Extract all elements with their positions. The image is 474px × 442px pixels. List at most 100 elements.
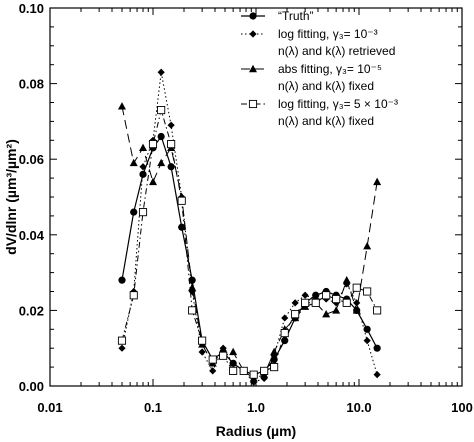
data-point — [249, 370, 258, 379]
x-tick-label: 0.01 — [37, 400, 62, 415]
data-point — [167, 163, 175, 171]
data-point — [270, 352, 278, 360]
data-point — [352, 283, 361, 292]
data-point — [342, 298, 351, 307]
data-point — [157, 132, 165, 141]
legend-label: “Truth” — [278, 9, 314, 23]
legend-entry-3: abs fitting, γ₃= 10⁻⁵ n(λ) and k(λ) fixed — [241, 62, 382, 93]
data-point — [198, 348, 206, 356]
data-point — [352, 306, 361, 314]
data-point — [188, 306, 197, 315]
data-point — [239, 366, 248, 375]
series-line — [121, 135, 378, 376]
y-tick-label: 0.08 — [19, 77, 44, 92]
data-point — [157, 158, 166, 167]
data-point — [219, 344, 227, 352]
data-point — [270, 347, 279, 356]
data-point — [167, 121, 175, 129]
chart-legend: “Truth” log fitting, γ₃= 10⁻³ n(λ) and k(λ… — [241, 9, 398, 128]
data-point — [229, 347, 238, 356]
data-point — [280, 329, 289, 338]
data-point — [157, 68, 165, 76]
data-point — [149, 177, 157, 186]
data-point — [342, 275, 351, 284]
data-point — [281, 314, 289, 322]
x-tick-label: 10.0 — [346, 400, 371, 415]
data-point — [177, 196, 186, 205]
plot-frame — [49, 7, 463, 387]
data-point — [139, 163, 147, 171]
data-point — [208, 355, 217, 364]
data-point — [130, 208, 138, 216]
series-3 — [117, 102, 382, 382]
data-point — [118, 276, 126, 284]
legend-entry-4: log fitting, γ₃= 5 × 10⁻³ n(λ) and k(λ) f… — [241, 97, 398, 128]
y-tick-label: 0.02 — [19, 303, 44, 318]
data-point — [178, 223, 186, 231]
legend-entry-1: “Truth” — [241, 9, 314, 23]
legend-marker — [249, 12, 257, 20]
data-point — [229, 359, 237, 367]
data-point — [301, 291, 309, 299]
y-tick-label: 0.10 — [19, 1, 44, 16]
chart-series — [117, 68, 382, 386]
x-axis-label: Radius (µm) — [216, 423, 296, 439]
legend-marker — [249, 64, 257, 73]
data-point — [270, 363, 279, 372]
legend-label: log fitting, γ₃= 5 × 10⁻³ — [278, 97, 398, 111]
data-point — [117, 336, 127, 345]
data-point — [167, 140, 176, 149]
x-tick-label: 100 — [451, 400, 473, 415]
data-point — [139, 170, 147, 178]
data-point — [291, 299, 299, 307]
data-point — [188, 276, 196, 284]
data-point — [198, 336, 207, 345]
series-4 — [117, 106, 382, 379]
legend-label: log fitting, γ₃= 10⁻³ — [278, 27, 378, 41]
x-tick-label: 0.1 — [144, 400, 162, 415]
data-point — [118, 344, 126, 352]
legend-label: abs fitting, γ₃= 10⁻⁵ — [278, 62, 382, 76]
legend-marker — [249, 30, 257, 38]
data-point — [129, 291, 138, 300]
legend-label: n(λ) and k(λ) retrieved — [278, 44, 395, 58]
data-point — [373, 344, 381, 352]
data-point — [301, 298, 310, 307]
y-axis-label: dV/dlnr (µm³/µm²) — [3, 139, 19, 255]
data-point — [353, 299, 361, 307]
data-point — [219, 351, 228, 360]
series-line — [121, 72, 378, 383]
data-point — [260, 366, 269, 375]
data-point — [229, 366, 238, 375]
data-point — [373, 306, 382, 315]
y-tick-label: 0.04 — [19, 228, 45, 243]
data-point — [312, 291, 320, 299]
legend-label: n(λ) and k(λ) fixed — [278, 79, 374, 93]
data-point — [291, 310, 300, 319]
series-1 — [118, 132, 381, 379]
series-line — [121, 108, 378, 376]
data-point — [363, 241, 372, 250]
data-point — [148, 140, 158, 149]
data-point — [188, 283, 197, 291]
data-point — [332, 306, 341, 314]
axis-ticks: 0.01 0.1 1.0 10.0 100 0.00 0.02 0.04 0.06 0.08 0.1… — [19, 1, 473, 415]
data-point — [373, 177, 382, 186]
legend-entry-2: log fitting, γ₃= 10⁻³ n(λ) and k(λ) retri… — [241, 27, 395, 58]
data-point — [363, 325, 371, 333]
data-point — [363, 287, 372, 296]
data-point — [129, 158, 138, 167]
data-point — [322, 291, 331, 300]
data-point — [363, 337, 371, 345]
x-tick-label: 1.0 — [247, 400, 265, 415]
y-tick-label: 0.00 — [19, 379, 44, 394]
data-point — [281, 337, 289, 345]
data-point — [322, 309, 331, 318]
data-point — [311, 298, 320, 307]
legend-label: n(λ) and k(λ) fixed — [278, 114, 374, 128]
data-point — [373, 371, 381, 379]
data-point — [332, 295, 341, 304]
data-point — [138, 208, 148, 217]
data-point — [139, 143, 148, 152]
